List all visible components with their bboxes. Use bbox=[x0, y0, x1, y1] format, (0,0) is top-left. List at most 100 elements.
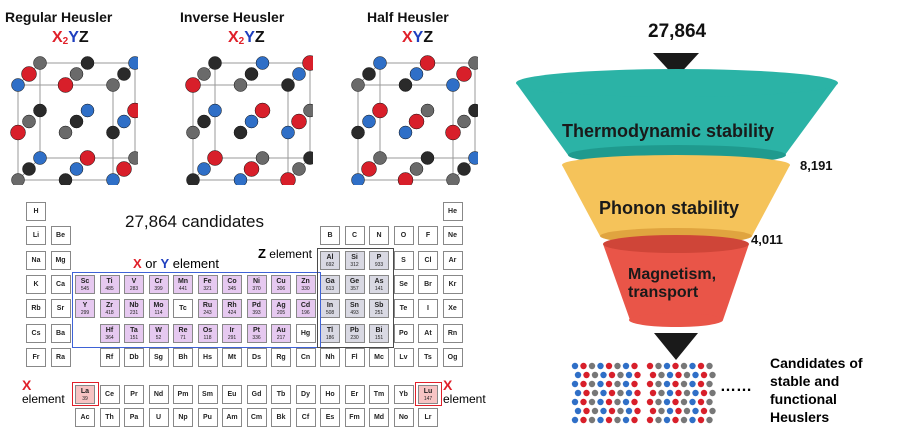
result-caption-line3: functional bbox=[770, 391, 837, 407]
element-symbol: Cr bbox=[154, 277, 163, 285]
element-zr: Zr 418 bbox=[99, 299, 120, 319]
element-ra: Ra bbox=[50, 347, 71, 367]
stage-label-magnetism: Magnetism, transport bbox=[628, 266, 716, 302]
element-symbol: Ga bbox=[325, 277, 335, 285]
result-atom bbox=[614, 416, 621, 424]
element-ca: Ca bbox=[50, 274, 71, 294]
element-symbol: Mg bbox=[55, 256, 66, 264]
element-mc: Mc bbox=[369, 347, 389, 367]
element-count: 345 bbox=[227, 285, 237, 292]
element-symbol: Zn bbox=[301, 277, 310, 285]
element-he: He bbox=[442, 202, 463, 221]
atom bbox=[208, 103, 222, 118]
element-na: Na bbox=[26, 250, 46, 270]
element-symbol: Nb bbox=[129, 302, 139, 310]
result-atom bbox=[622, 398, 630, 406]
element-no: No bbox=[393, 408, 414, 427]
result-atom bbox=[631, 380, 638, 388]
element-bi: Bi 151 bbox=[369, 323, 389, 343]
result-ellipsis: …… bbox=[720, 378, 752, 395]
element-count: 424 bbox=[227, 310, 237, 317]
result-atom bbox=[709, 389, 716, 397]
atom bbox=[233, 173, 248, 185]
element-symbol: Ge bbox=[349, 277, 360, 285]
element-be: Be bbox=[50, 226, 71, 246]
element-symbol: At bbox=[424, 329, 432, 337]
z-group-outline bbox=[317, 247, 394, 348]
result-atom bbox=[571, 362, 579, 370]
atom bbox=[128, 151, 138, 165]
atom bbox=[106, 125, 120, 140]
element-symbol: Ag bbox=[276, 302, 286, 310]
element-symbol: La bbox=[80, 388, 90, 395]
atom bbox=[280, 172, 296, 185]
result-atom bbox=[580, 362, 587, 370]
result-atom bbox=[597, 362, 604, 370]
element-symbol: Au bbox=[276, 326, 286, 334]
element-count: 321 bbox=[203, 285, 212, 292]
element-am: Am bbox=[222, 408, 242, 427]
element-symbol: Er bbox=[350, 391, 359, 398]
element-symbol: Db bbox=[129, 353, 139, 361]
element-symbol: N bbox=[376, 232, 382, 240]
element-pd: Pd 393 bbox=[246, 299, 267, 319]
result-atom bbox=[655, 362, 662, 370]
result-atom bbox=[617, 389, 624, 397]
element-as: As 141 bbox=[369, 274, 389, 294]
element-pr: Pr bbox=[124, 385, 144, 404]
element-symbol: V bbox=[131, 277, 137, 285]
element-au: Au 217 bbox=[271, 323, 291, 343]
element-symbol: Ts bbox=[424, 353, 432, 361]
result-atom bbox=[622, 380, 630, 388]
element-re: Re 71 bbox=[173, 323, 193, 343]
element-symbol: No bbox=[398, 414, 409, 421]
element-symbol: Lu bbox=[423, 388, 433, 395]
atom bbox=[11, 173, 25, 185]
formula-part: 2 bbox=[62, 36, 69, 47]
result-atom bbox=[625, 371, 633, 379]
element-mn: Mn 441 bbox=[173, 274, 193, 294]
result-atom bbox=[697, 416, 705, 424]
result-atom bbox=[625, 389, 633, 397]
result-atom bbox=[672, 380, 679, 388]
result-atom bbox=[580, 398, 587, 406]
result-atom bbox=[675, 389, 682, 397]
atom bbox=[58, 125, 73, 140]
element-ir: Ir 291 bbox=[222, 323, 242, 343]
element-symbol: B bbox=[327, 232, 333, 240]
atom bbox=[446, 78, 460, 92]
element-y: Y 299 bbox=[75, 299, 95, 319]
element-symbol: Np bbox=[178, 414, 188, 421]
element-pa: Pa bbox=[124, 408, 144, 427]
element-symbol: Eu bbox=[227, 391, 237, 398]
element-count: 196 bbox=[301, 310, 310, 317]
element-symbol: P bbox=[376, 253, 382, 261]
atom bbox=[33, 151, 47, 165]
element-symbol: Sg bbox=[154, 353, 163, 361]
result-atom bbox=[683, 371, 691, 379]
element-fl: Fl bbox=[344, 347, 365, 367]
element-symbol: Os bbox=[202, 326, 213, 334]
formula-part: X bbox=[52, 29, 63, 46]
element-count: 52 bbox=[155, 334, 162, 341]
element-np: Np bbox=[173, 408, 193, 427]
xy-label-x: X bbox=[133, 256, 142, 271]
element-db: Db bbox=[124, 347, 144, 367]
element-i: I bbox=[418, 299, 438, 319]
element-fr: Fr bbox=[26, 347, 46, 367]
element-symbol: Cs bbox=[31, 329, 41, 337]
element-symbol: Fm bbox=[349, 414, 360, 421]
element-symbol: Tm bbox=[373, 391, 385, 398]
element-symbol: Cl bbox=[424, 256, 432, 264]
result-atom bbox=[617, 371, 624, 379]
element-count: 283 bbox=[129, 285, 139, 292]
atom bbox=[445, 124, 461, 141]
element-symbol: Y bbox=[82, 302, 88, 310]
element-k: K bbox=[26, 274, 46, 294]
element-dy: Dy bbox=[295, 385, 316, 404]
element-ds: Ds bbox=[246, 347, 267, 367]
z-element-label: Z element bbox=[258, 246, 312, 261]
element-cm: Cm bbox=[246, 408, 267, 427]
result-atom bbox=[597, 416, 604, 424]
